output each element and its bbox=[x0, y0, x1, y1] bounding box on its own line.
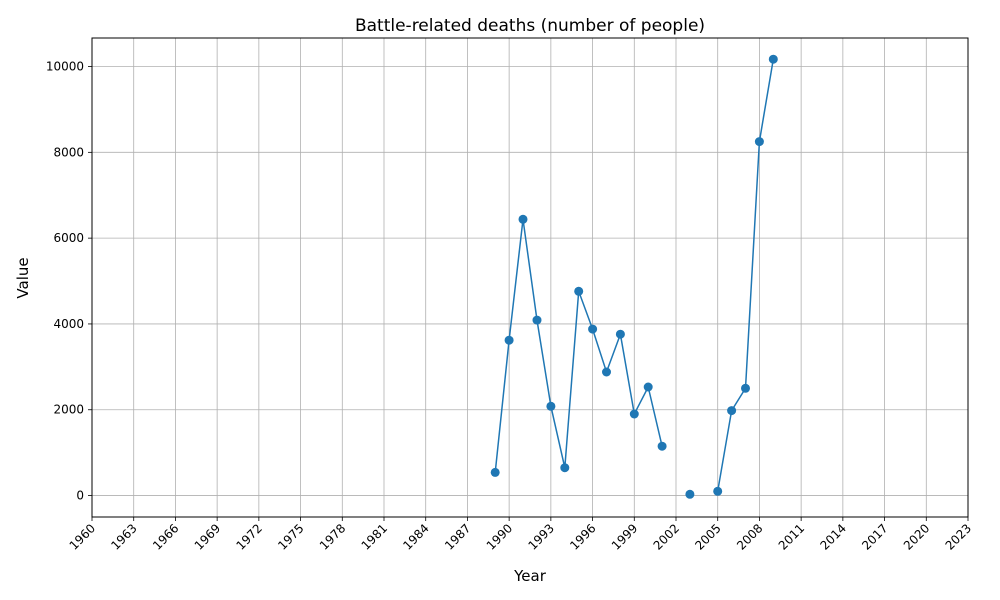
x-tick-label: 1990 bbox=[484, 521, 515, 552]
x-tick-label: 2008 bbox=[734, 521, 765, 552]
data-point bbox=[560, 463, 570, 473]
data-point bbox=[546, 401, 556, 411]
x-tick-label: 1969 bbox=[192, 521, 223, 552]
x-tick-label: 2014 bbox=[817, 521, 848, 552]
series-points bbox=[490, 54, 778, 499]
data-point bbox=[768, 54, 778, 64]
x-tick-label: 1984 bbox=[400, 521, 431, 552]
data-point bbox=[615, 329, 625, 339]
y-tick-label: 6000 bbox=[53, 231, 84, 245]
data-point bbox=[741, 383, 750, 393]
x-tick-label: 1987 bbox=[442, 521, 473, 552]
series-line-segment bbox=[716, 59, 775, 492]
y-gridlines bbox=[92, 66, 968, 496]
data-point bbox=[727, 406, 737, 416]
x-tick-label: 2002 bbox=[651, 521, 682, 552]
data-point bbox=[643, 382, 653, 392]
data-point bbox=[685, 489, 695, 499]
x-tick-label: 2017 bbox=[859, 521, 890, 552]
y-tick-label: 0 bbox=[76, 489, 84, 503]
data-point bbox=[602, 367, 611, 377]
x-tick-label: 1975 bbox=[275, 521, 306, 552]
plot-frame bbox=[91, 37, 969, 518]
data-point bbox=[754, 137, 764, 147]
data-point bbox=[518, 214, 528, 224]
x-axis-label: Year bbox=[513, 567, 547, 585]
data-point bbox=[532, 315, 542, 325]
y-axis-label: Value bbox=[14, 257, 32, 298]
y-tick-label: 10000 bbox=[46, 60, 84, 74]
x-tick-label: 1960 bbox=[67, 521, 98, 552]
data-point bbox=[629, 409, 639, 419]
data-point bbox=[504, 335, 514, 345]
x-tick-label: 1999 bbox=[609, 521, 640, 552]
x-tick-label: 1963 bbox=[108, 521, 139, 552]
y-tick-label: 2000 bbox=[53, 403, 84, 417]
y-tick-label: 8000 bbox=[53, 145, 84, 159]
x-tick-label: 1978 bbox=[317, 521, 348, 552]
x-tick-label: 1993 bbox=[525, 521, 556, 552]
data-point bbox=[574, 286, 584, 296]
y-axis-ticks: 0 2000 4000 6000 8000 10000 bbox=[46, 60, 92, 503]
x-tick-label: 2011 bbox=[776, 521, 807, 552]
x-tick-label: 2005 bbox=[692, 521, 723, 552]
x-tick-label: 1966 bbox=[150, 521, 181, 552]
y-tick-label: 4000 bbox=[53, 317, 84, 331]
x-tick-label: 1972 bbox=[233, 521, 264, 552]
x-axis-ticks: 1960 1963 1966 1969 1972 1975 1978 1981 1984 1987… bbox=[67, 517, 974, 553]
data-point bbox=[490, 467, 500, 477]
data-point bbox=[657, 441, 667, 451]
data-point bbox=[588, 324, 598, 334]
x-tick-label: 2020 bbox=[901, 521, 932, 552]
series-line-segment bbox=[494, 219, 663, 473]
x-tick-label: 1996 bbox=[567, 521, 598, 552]
x-gridlines bbox=[91, 38, 969, 517]
chart-title: Battle-related deaths (number of people) bbox=[355, 16, 705, 36]
x-tick-label: 2023 bbox=[943, 521, 974, 552]
data-point bbox=[713, 486, 723, 496]
x-tick-label: 1981 bbox=[359, 521, 390, 552]
